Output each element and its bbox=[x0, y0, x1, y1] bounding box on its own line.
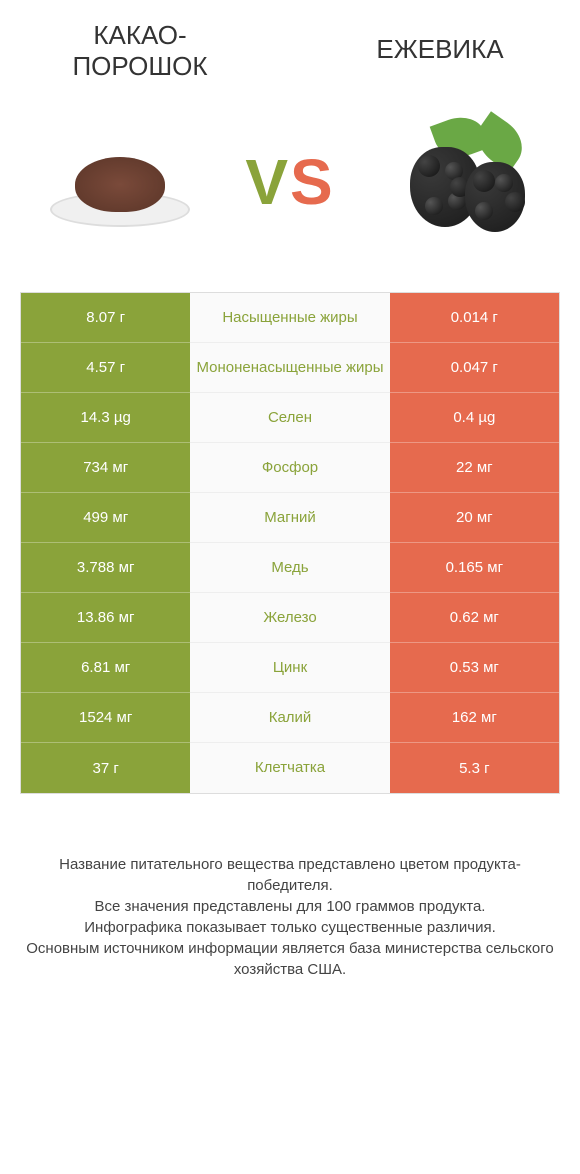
nutrient-label: Магний bbox=[190, 493, 389, 543]
table-row: 37 гКлетчатка5.3 г bbox=[21, 743, 559, 793]
right-value: 0.165 мг bbox=[390, 543, 559, 593]
left-value: 499 мг bbox=[21, 493, 190, 543]
nutrient-label: Медь bbox=[190, 543, 389, 593]
table-row: 4.57 гМононенасыщенные жиры0.047 г bbox=[21, 343, 559, 393]
nutrient-label: Цинк bbox=[190, 643, 389, 693]
right-value: 5.3 г bbox=[390, 743, 559, 793]
table-row: 499 мгМагний20 мг bbox=[21, 493, 559, 543]
right-value: 0.014 г bbox=[390, 293, 559, 343]
nutrient-label: Селен bbox=[190, 393, 389, 443]
vs-s: S bbox=[290, 146, 335, 218]
footer-text: Название питательного вещества представл… bbox=[0, 794, 580, 1000]
left-value: 1524 мг bbox=[21, 693, 190, 743]
right-value: 0.4 µg bbox=[390, 393, 559, 443]
nutrient-label: Насыщенные жиры bbox=[190, 293, 389, 343]
table-row: 13.86 мгЖелезо0.62 мг bbox=[21, 593, 559, 643]
vs-v: V bbox=[245, 146, 290, 218]
blackberry-image bbox=[370, 112, 550, 252]
comparison-table: 8.07 гНасыщенные жиры0.014 г4.57 гМононе… bbox=[20, 292, 560, 794]
left-value: 13.86 мг bbox=[21, 593, 190, 643]
table-row: 14.3 µgСелен0.4 µg bbox=[21, 393, 559, 443]
right-value: 0.047 г bbox=[390, 343, 559, 393]
images-row: VS bbox=[0, 92, 580, 292]
table-row: 3.788 мгМедь0.165 мг bbox=[21, 543, 559, 593]
nutrient-label: Железо bbox=[190, 593, 389, 643]
right-value: 0.53 мг bbox=[390, 643, 559, 693]
right-product-title: ЕЖЕВИКА bbox=[340, 34, 540, 82]
nutrient-label: Фосфор bbox=[190, 443, 389, 493]
left-value: 734 мг bbox=[21, 443, 190, 493]
table-row: 6.81 мгЦинк0.53 мг bbox=[21, 643, 559, 693]
nutrient-label: Калий bbox=[190, 693, 389, 743]
table-row: 1524 мгКалий162 мг bbox=[21, 693, 559, 743]
cocoa-image bbox=[30, 112, 210, 252]
header: КАКАО-ПОРОШОК ЕЖЕВИКА bbox=[0, 0, 580, 92]
left-value: 4.57 г bbox=[21, 343, 190, 393]
right-value: 162 мг bbox=[390, 693, 559, 743]
right-value: 20 мг bbox=[390, 493, 559, 543]
left-product-title: КАКАО-ПОРОШОК bbox=[40, 20, 240, 82]
nutrient-label: Клетчатка bbox=[190, 743, 389, 793]
vs-label: VS bbox=[245, 145, 334, 219]
left-value: 8.07 г bbox=[21, 293, 190, 343]
table-row: 8.07 гНасыщенные жиры0.014 г bbox=[21, 293, 559, 343]
left-value: 6.81 мг bbox=[21, 643, 190, 693]
left-value: 14.3 µg bbox=[21, 393, 190, 443]
right-value: 0.62 мг bbox=[390, 593, 559, 643]
right-value: 22 мг bbox=[390, 443, 559, 493]
left-value: 37 г bbox=[21, 743, 190, 793]
table-row: 734 мгФосфор22 мг bbox=[21, 443, 559, 493]
nutrient-label: Мононенасыщенные жиры bbox=[190, 343, 389, 393]
left-value: 3.788 мг bbox=[21, 543, 190, 593]
